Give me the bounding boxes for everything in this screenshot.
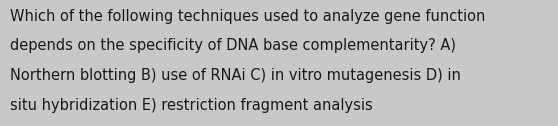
Text: situ hybridization E) restriction fragment analysis: situ hybridization E) restriction fragme… xyxy=(10,98,373,113)
Text: depends on the specificity of DNA base complementarity? A): depends on the specificity of DNA base c… xyxy=(10,38,456,53)
Text: Northern blotting B) use of RNAi C) in vitro mutagenesis D) in: Northern blotting B) use of RNAi C) in v… xyxy=(10,68,461,83)
Text: Which of the following techniques used to analyze gene function: Which of the following techniques used t… xyxy=(10,9,485,24)
